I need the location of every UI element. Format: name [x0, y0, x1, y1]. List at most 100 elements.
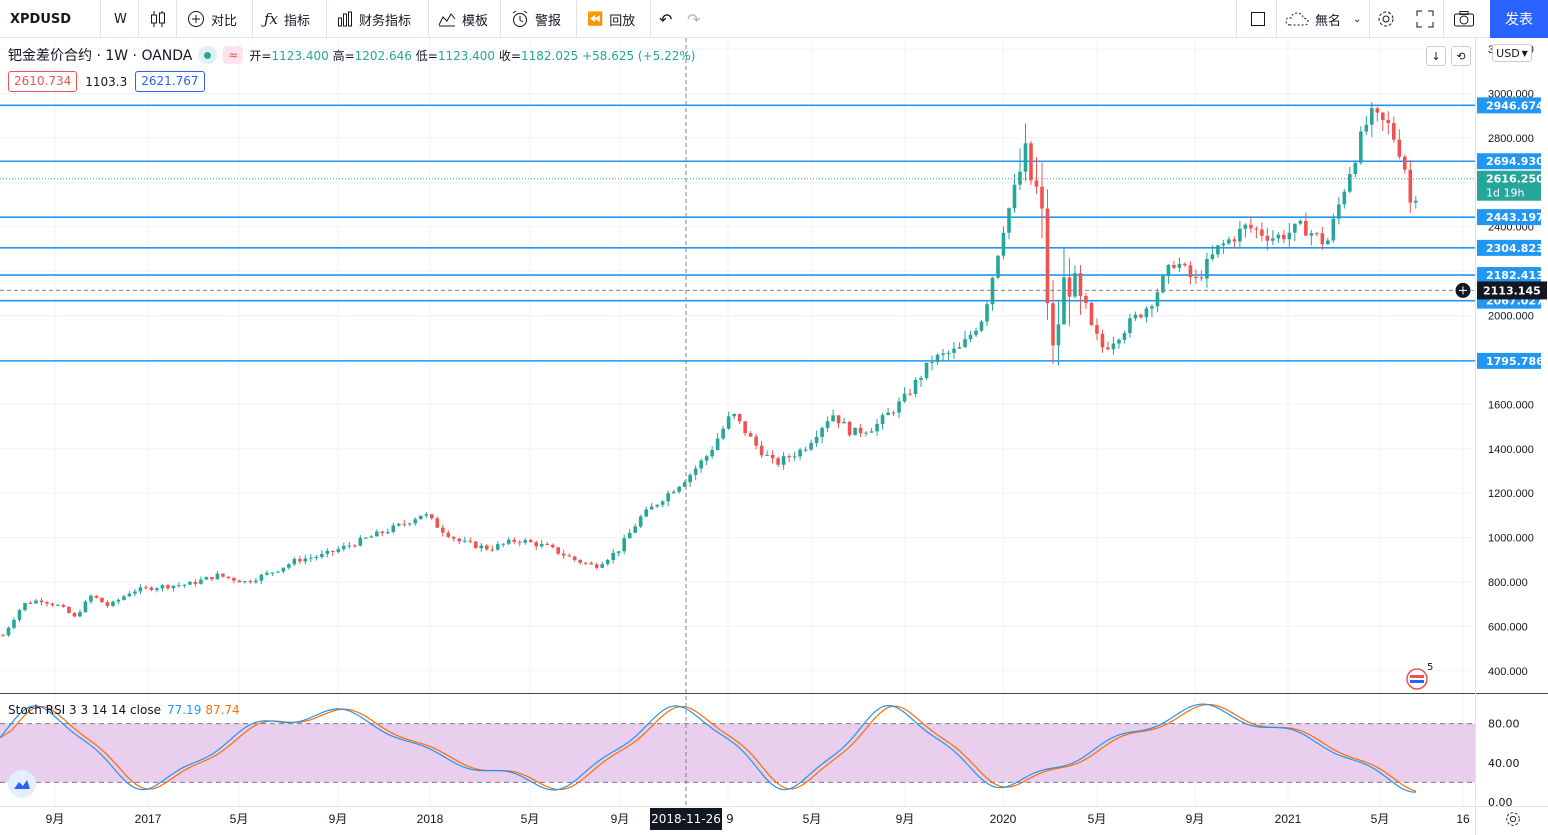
candle-body	[798, 449, 802, 457]
candle-body	[479, 545, 484, 549]
currency-select[interactable]: USD ▼	[1492, 44, 1532, 62]
candle-body	[254, 580, 258, 583]
fullscreen-button[interactable]	[1416, 0, 1434, 38]
compare-button[interactable]: 对比	[187, 0, 237, 38]
candle-body	[1293, 223, 1297, 233]
financials-button[interactable]: 财务指标	[337, 0, 411, 38]
refresh-icon: ⟲	[1456, 49, 1466, 63]
gear-icon	[1506, 812, 1520, 826]
chart-canvas[interactable]: 400.000 600.000 800.000 1000.000 1200.000 140…	[0, 38, 1548, 835]
candle-body	[814, 436, 819, 443]
time-tick-label: 9月	[46, 812, 65, 826]
candle-body	[638, 516, 643, 527]
chart-style-button[interactable]	[150, 0, 166, 38]
candle-body	[726, 416, 731, 429]
candle-body	[1133, 314, 1138, 319]
indicators-button[interactable]: ƒx 指标	[264, 0, 310, 38]
camera-icon	[1454, 11, 1474, 27]
candle-body	[424, 514, 429, 516]
fullscreen-layout-button[interactable]	[1250, 0, 1266, 38]
candle-body	[737, 414, 742, 422]
publish-button[interactable]: 发表	[1490, 0, 1548, 38]
candle-body	[633, 526, 637, 533]
instrument-title[interactable]: 钯金差价合约 · 1W · OANDA	[8, 48, 193, 64]
candle-body	[320, 553, 324, 557]
candle-body	[67, 606, 71, 614]
candle-body	[1304, 220, 1308, 236]
candle-body	[397, 523, 401, 526]
close-value: 1182.025	[520, 48, 579, 63]
time-tick-label: 5月	[803, 812, 822, 826]
candle-body	[600, 564, 605, 568]
candle-body	[545, 543, 550, 545]
stoch-band	[0, 723, 1475, 783]
status-dot-icon	[204, 51, 212, 59]
scroll-down-button[interactable]: ↓	[1426, 46, 1446, 66]
candle-body	[78, 612, 82, 617]
sell-price-button[interactable]: 2610.734	[8, 71, 78, 92]
candle-body	[325, 550, 330, 554]
high-value: 1202.646	[354, 48, 412, 63]
candle-body	[495, 544, 500, 550]
cloud-icon	[1285, 12, 1309, 26]
candle-body	[1106, 347, 1110, 350]
candle-body	[1001, 232, 1006, 256]
expand-icon	[1416, 10, 1434, 28]
candle-body	[732, 414, 736, 417]
price-tick-label: 600.000	[1488, 621, 1528, 633]
axis-settings-button[interactable]	[1502, 808, 1524, 830]
candle-body	[1150, 306, 1154, 309]
candle-body	[1084, 295, 1088, 303]
candle-body	[836, 415, 841, 424]
alert-button[interactable]: 警报	[511, 0, 561, 38]
candle-body	[270, 572, 275, 574]
wave-icon[interactable]: ≈	[223, 46, 244, 64]
candle-body	[100, 597, 104, 603]
hline-price-text: 2182.413	[1486, 269, 1544, 282]
countdown-text: 1d 19h	[1486, 187, 1524, 200]
candle-body	[528, 540, 533, 543]
candle-body	[946, 352, 951, 354]
candle-body	[1238, 228, 1242, 242]
candle-body	[891, 412, 896, 414]
settings-button[interactable]	[1376, 0, 1396, 38]
candle-body	[6, 627, 11, 636]
stoch-rsi-pane	[0, 703, 1475, 793]
redo-button[interactable]: ↷	[687, 0, 700, 38]
tradingview-logo-icon[interactable]	[8, 770, 36, 798]
auto-scale-button[interactable]: ⟲	[1451, 46, 1471, 66]
undo-button[interactable]: ↶	[659, 0, 672, 38]
candle-body	[996, 255, 1000, 278]
candle-body	[1348, 174, 1352, 192]
candle-body	[858, 427, 863, 434]
candle-body	[1309, 233, 1314, 236]
interval-button[interactable]: W	[114, 11, 127, 27]
candlestick-series	[1, 102, 1418, 637]
rewind-icon: ⏪	[587, 11, 604, 27]
candle-body	[1265, 235, 1270, 241]
candle-body	[512, 539, 517, 542]
snapshot-button[interactable]	[1453, 0, 1475, 38]
candle-body	[1315, 233, 1319, 235]
market-status-badge[interactable]	[198, 46, 218, 64]
symbol-search-button[interactable]: XPDUSD	[10, 11, 72, 27]
candle-body	[127, 593, 132, 597]
candle-body	[1051, 303, 1055, 346]
hline-price-text: 2304.823	[1486, 242, 1544, 255]
candle-body	[539, 543, 544, 547]
candle-body	[897, 401, 901, 413]
buy-price-button[interactable]: 2621.767	[135, 71, 205, 92]
candle-body	[435, 518, 440, 528]
templates-button[interactable]: 模板	[438, 0, 488, 38]
time-tick-label: 5月	[230, 812, 249, 826]
candle-body	[913, 379, 918, 395]
candle-body	[1353, 162, 1358, 175]
candle-body	[677, 486, 681, 492]
candle-body	[259, 574, 264, 581]
stoch-rsi-legend[interactable]: Stoch RSI 3 3 14 14 close 77.19 87.74	[8, 703, 240, 717]
candle-body	[265, 572, 269, 575]
candle-body	[1078, 273, 1083, 296]
candle-body	[902, 393, 907, 402]
replay-button[interactable]: ⏪ 回放	[587, 0, 635, 38]
layout-menu-button[interactable]: 無名 ⌄	[1285, 0, 1361, 38]
